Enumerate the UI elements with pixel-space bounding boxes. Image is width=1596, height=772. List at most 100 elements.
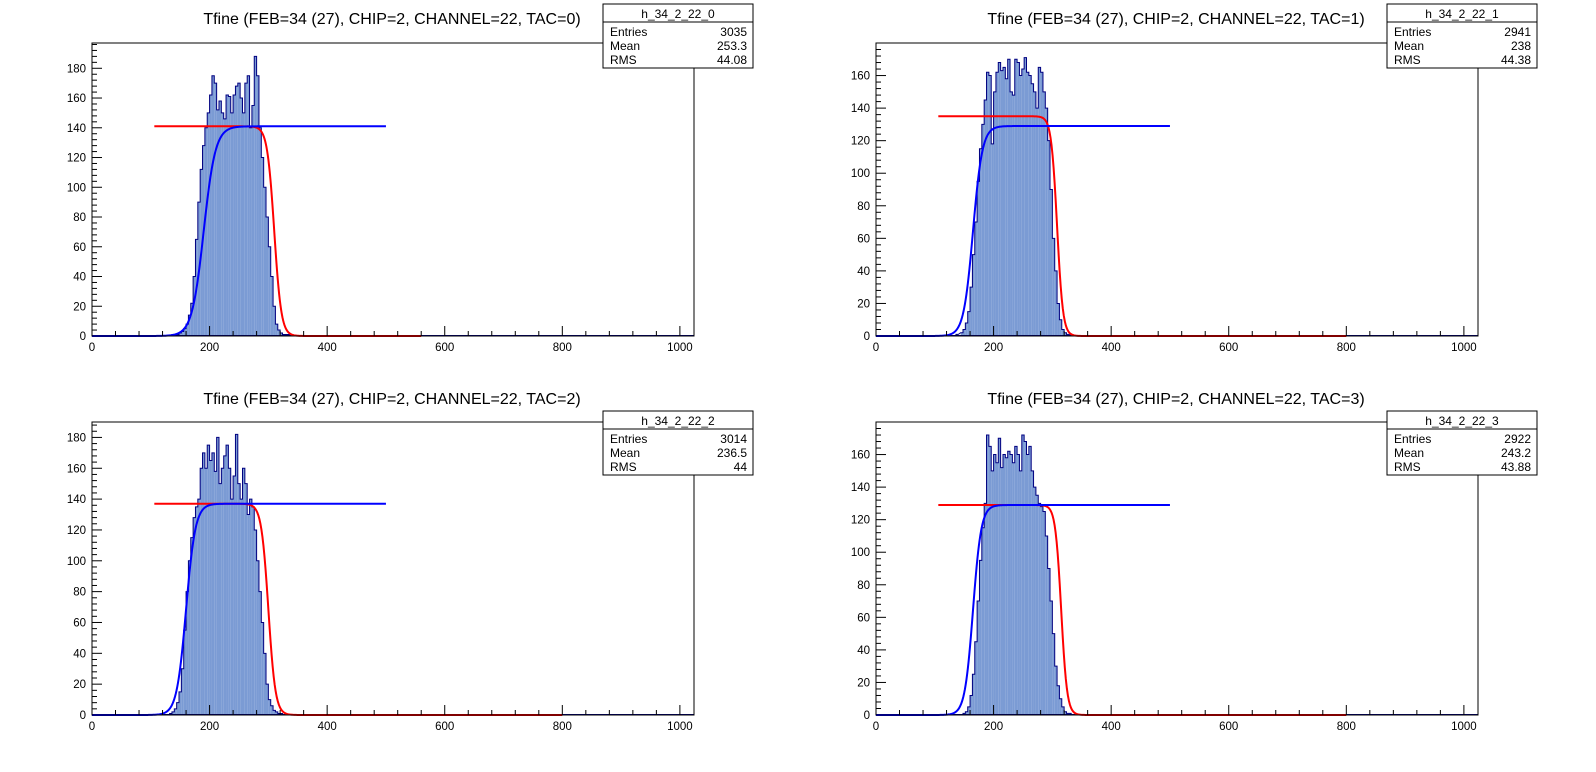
histogram-bar	[195, 506, 198, 715]
stats-value: 253.3	[717, 39, 747, 53]
histogram-bar	[1000, 467, 1003, 715]
histogram-bar	[247, 75, 250, 336]
histogram-bar	[216, 109, 219, 337]
y-tick-label: 140	[851, 482, 870, 494]
histogram-bar	[261, 622, 264, 715]
x-tick-label: 1000	[667, 721, 693, 733]
stats-value: 44	[734, 460, 748, 474]
histogram-bar	[226, 95, 229, 336]
histogram-bar	[186, 591, 189, 715]
stats-label: Entries	[1394, 432, 1431, 446]
histogram-bar	[230, 112, 234, 336]
histogram-bar	[1052, 238, 1055, 336]
y-tick-label: 120	[67, 525, 86, 537]
histogram-bar	[207, 445, 210, 715]
histogram-bar	[275, 711, 278, 715]
histogram-bar	[174, 708, 177, 715]
histogram-bar	[1064, 711, 1067, 715]
histogram-bar	[251, 105, 255, 336]
stats-value: 44.38	[1501, 53, 1531, 67]
y-tick-label: 160	[67, 463, 86, 475]
histogram-bar	[1005, 78, 1008, 337]
stats-value: 2941	[1504, 25, 1531, 39]
histogram-bar	[960, 332, 964, 336]
histogram-bar	[1031, 470, 1034, 715]
histogram-bar	[1002, 67, 1006, 337]
stats-box-name: h_34_2_22_1	[1425, 7, 1499, 21]
x-tick-label: 0	[873, 342, 879, 354]
histogram-outline	[962, 434, 1081, 716]
histogram-bar	[1014, 59, 1018, 337]
y-tick-label: 0	[864, 331, 870, 343]
y-tick-label: 20	[857, 677, 870, 689]
histogram-bar	[181, 668, 184, 715]
histogram-bar	[1061, 329, 1065, 336]
y-tick-label: 20	[73, 679, 86, 691]
histogram-bar	[965, 711, 968, 715]
histogram-bar	[235, 86, 238, 336]
histogram-bar	[256, 560, 259, 715]
histogram-bar	[181, 331, 184, 336]
y-tick-label: 120	[851, 136, 870, 148]
stats-label: RMS	[1394, 460, 1421, 474]
x-tick-label: 400	[318, 342, 337, 354]
histogram-bar	[237, 83, 241, 336]
stats-box-frame	[1386, 410, 1538, 476]
histogram-bar	[270, 276, 274, 336]
y-tick-label: 120	[67, 153, 86, 165]
histogram-bar	[193, 517, 196, 715]
stats-box-frame	[1386, 3, 1538, 69]
histogram-bar	[1033, 487, 1036, 715]
histogram-bar	[273, 306, 276, 336]
y-tick-label: 140	[851, 103, 870, 115]
histogram-bar	[1057, 303, 1060, 336]
histogram-bar	[1035, 495, 1039, 715]
histogram-bar	[228, 468, 231, 715]
y-tick-label: 40	[857, 266, 870, 278]
histogram-bar	[1057, 685, 1060, 715]
stats-value: 238	[1511, 39, 1531, 53]
histogram-bar	[1061, 706, 1065, 715]
x-tick-label: 400	[1102, 721, 1121, 733]
histogram-bar	[273, 710, 276, 715]
x-tick-label: 0	[873, 721, 879, 733]
y-tick-label: 100	[67, 182, 86, 194]
stats-label: Entries	[610, 25, 647, 39]
histogram-bar	[1031, 83, 1034, 336]
histogram-bar	[995, 72, 999, 337]
histogram-bar	[1010, 454, 1013, 715]
x-tick-label: 0	[89, 721, 95, 733]
stats-box-name: h_34_2_22_0	[641, 7, 715, 21]
histogram-bar	[211, 75, 215, 336]
x-tick-label: 1000	[1451, 342, 1477, 354]
stats-box: h_34_2_22_3 Entries 2922 Mean 243.2 RMS 43.88	[1386, 410, 1538, 476]
histogram-outline	[171, 55, 292, 337]
plot-frame	[875, 42, 1479, 337]
stats-value: 243.2	[1501, 446, 1531, 460]
histogram-bar	[218, 483, 222, 715]
histogram-bar	[1038, 503, 1041, 715]
histogram-bar	[972, 254, 975, 336]
histogram-bar	[235, 434, 238, 715]
histogram-bar	[986, 72, 989, 337]
histogram-bar	[216, 437, 219, 715]
histogram-bar	[981, 124, 985, 336]
histogram-bar	[183, 328, 187, 336]
y-tick-label: 60	[857, 233, 870, 245]
y-tick-label: 40	[857, 645, 870, 657]
histogram-bar	[251, 506, 255, 715]
histogram-bar	[214, 471, 217, 715]
histogram-bar	[270, 705, 274, 715]
x-tick-label: 600	[435, 721, 454, 733]
plot-frame	[91, 421, 695, 716]
histogram-bar	[188, 315, 191, 336]
x-tick-label: 800	[1337, 342, 1356, 354]
histogram-bar	[988, 446, 992, 715]
histogram-bar	[993, 454, 996, 715]
y-tick-label: 80	[857, 580, 870, 592]
histogram-bar	[179, 333, 182, 336]
histogram-bar	[1026, 72, 1029, 337]
histogram-bar	[1050, 189, 1053, 336]
x-tick-label: 200	[984, 342, 1003, 354]
